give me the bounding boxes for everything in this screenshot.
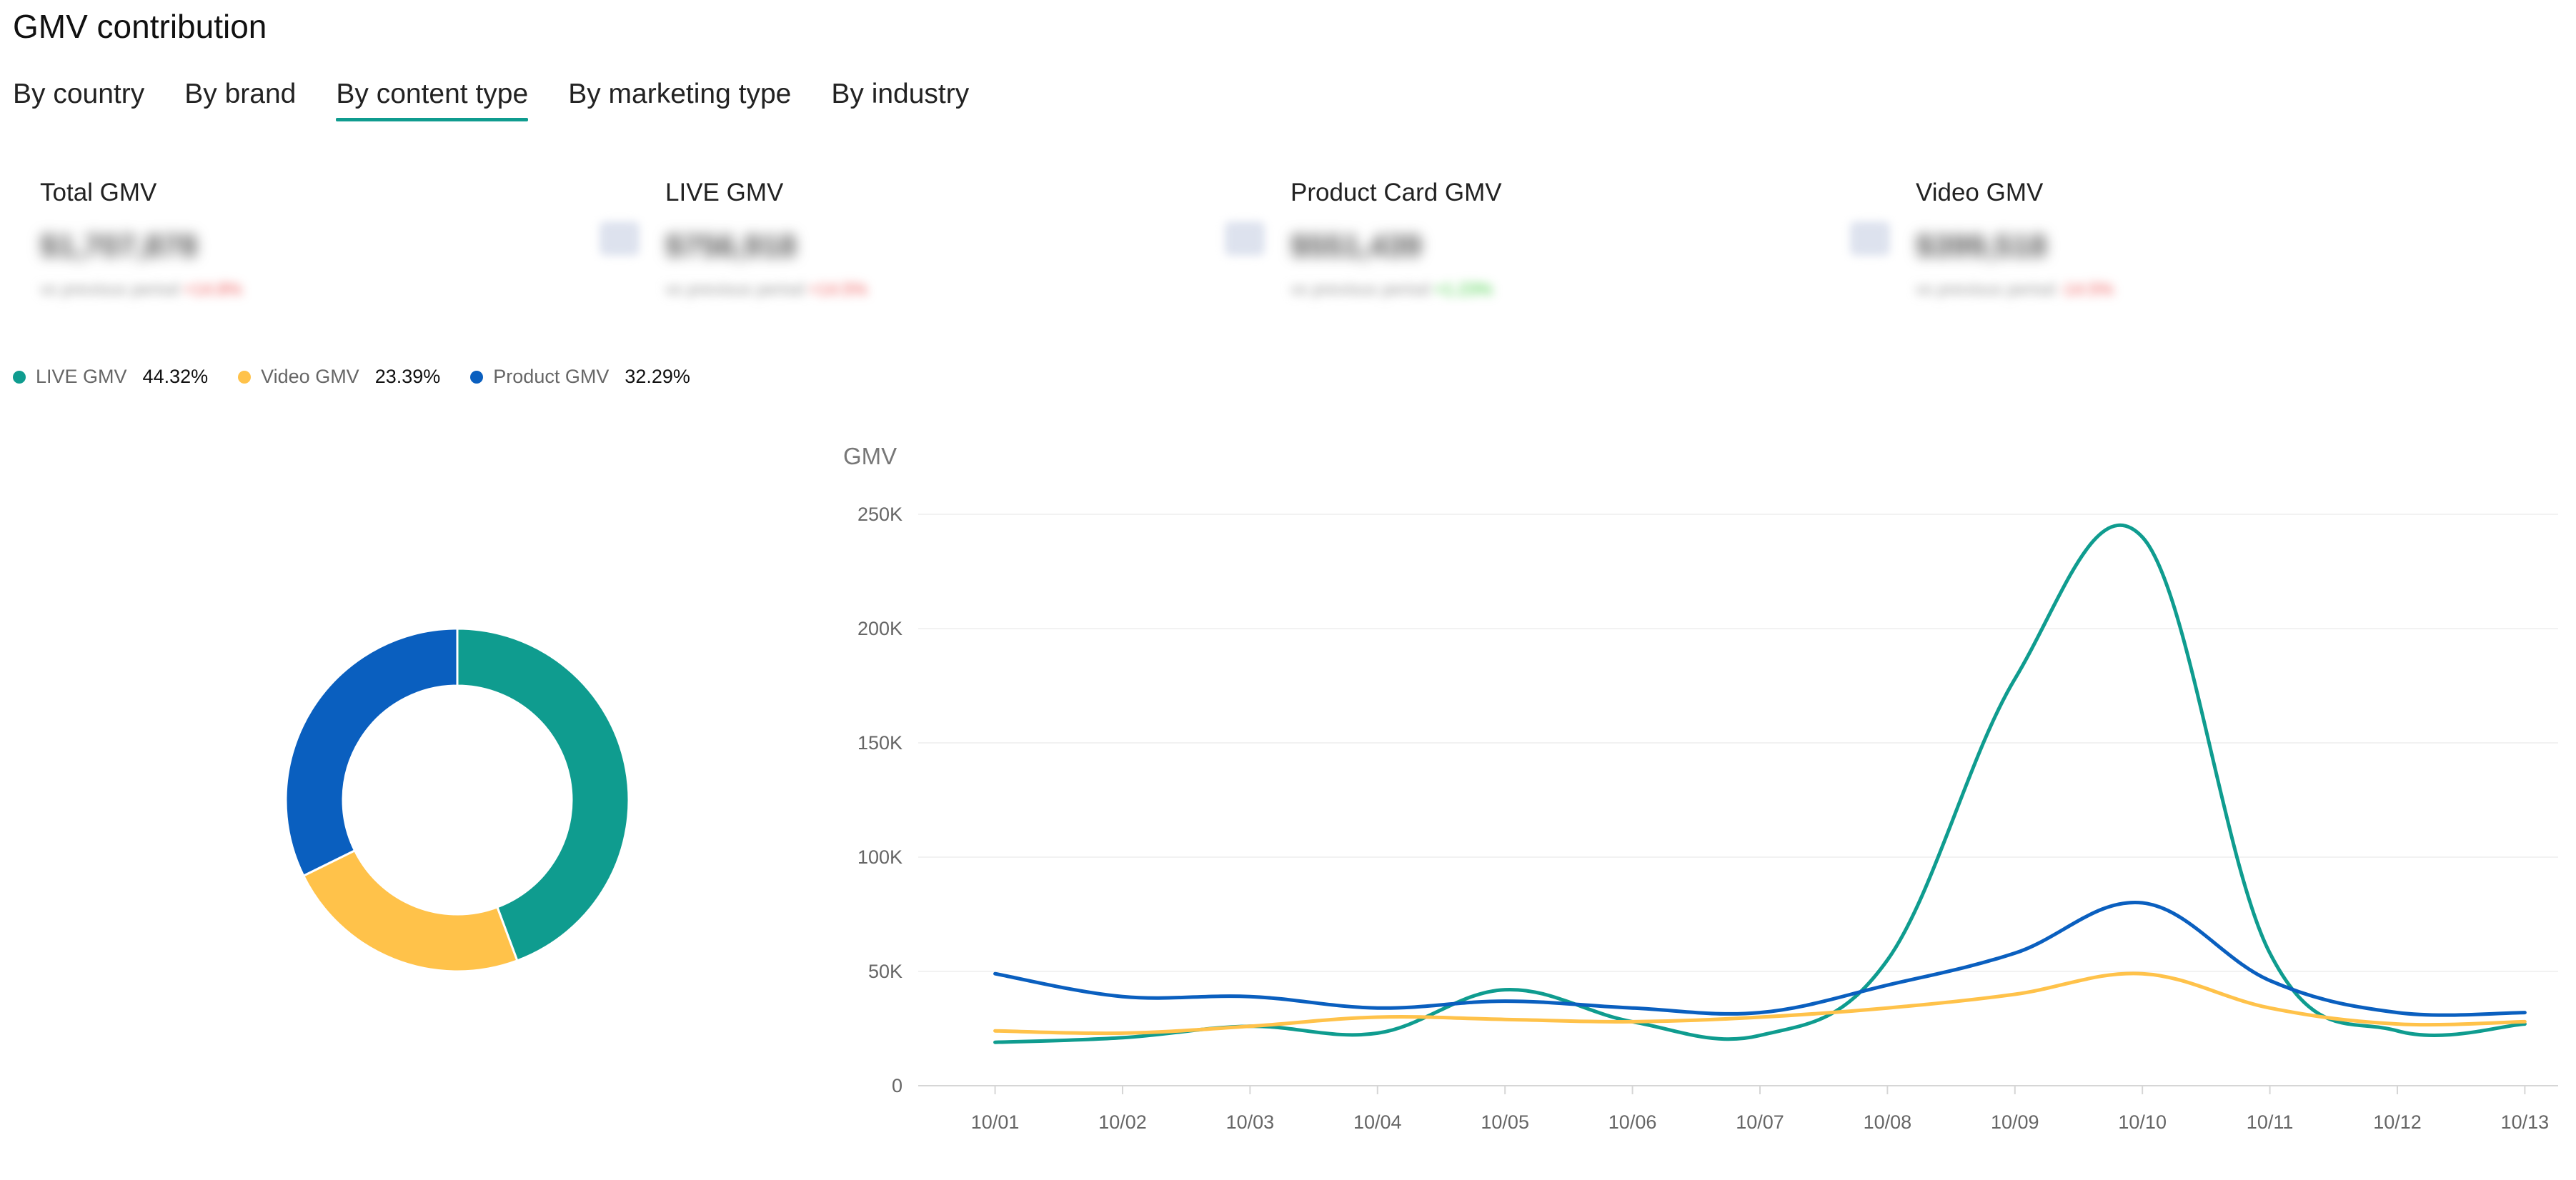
series-line-live[interactable] xyxy=(993,523,2527,1044)
kpi-comparison-label: vs previous period xyxy=(40,280,179,299)
legend-percent: 32.29% xyxy=(625,366,690,387)
kpi-row: Total GMV $1,707,878 vs previous period +… xyxy=(40,179,2541,300)
y-tick-label: 200K xyxy=(857,618,902,639)
kpi-value: $399,518 xyxy=(1916,229,2047,264)
gmv-line-chart: GMV 0 50K 100K 150K 200K 250K 10/01 10/02 10/03 10… xyxy=(843,443,2558,1133)
legend-item-video-gmv[interactable]: Video GMV 23.39% xyxy=(238,366,440,388)
kpi-delta: +14.8% xyxy=(183,280,242,299)
kpi-delta: +1.23% xyxy=(1433,280,1493,299)
legend-name: Video GMV xyxy=(261,366,359,387)
kpi-label: LIVE GMV xyxy=(665,179,784,206)
y-tick-label: 100K xyxy=(857,846,902,868)
x-tick-label: 10/10 xyxy=(2118,1111,2167,1133)
kpi-comparison: vs previous period +14.8% xyxy=(40,280,665,300)
page-title: GMV contribution xyxy=(13,8,267,45)
donut-slice-live-gmv[interactable] xyxy=(456,627,630,962)
donut-chart xyxy=(284,627,630,973)
legend-percent: 23.39% xyxy=(374,366,441,387)
legend-dot-icon xyxy=(470,370,484,384)
x-tick-label: 10/11 xyxy=(2247,1111,2294,1133)
kpi-delta: -14.5% xyxy=(2059,280,2114,299)
y-tick-label: 150K xyxy=(857,732,902,754)
kpi-value: $756,918 xyxy=(665,229,797,264)
kpi-comparison-label: vs previous period xyxy=(1916,280,2055,299)
kpi-comparison-label: vs previous period xyxy=(1291,280,1430,299)
y-tick-label: 0 xyxy=(892,1075,902,1096)
series-line-video[interactable] xyxy=(993,971,2527,1036)
x-tick-label: 10/08 xyxy=(1864,1111,1912,1133)
tab-by-country[interactable]: By country xyxy=(13,79,145,109)
kpi-comparison-label: vs previous period xyxy=(665,280,805,299)
tab-by-marketing-type[interactable]: By marketing type xyxy=(568,79,792,109)
kpi-delta: +14.5% xyxy=(808,280,867,299)
x-tick-label: 10/06 xyxy=(1608,1111,1657,1133)
legend-name: LIVE GMV xyxy=(36,366,127,387)
kpi-product-card-gmv: Product Card GMV $551,439 vs previous pe… xyxy=(1225,179,1916,300)
series-line-product[interactable] xyxy=(993,900,2527,1017)
x-tick-label: 10/04 xyxy=(1353,1111,1402,1133)
kpi-live-gmv: LIVE GMV $756,918 vs previous period +14.… xyxy=(600,179,1291,300)
plus-icon xyxy=(1225,221,1265,256)
kpi-value: $1,707,878 xyxy=(40,229,198,264)
tab-by-industry[interactable]: By industry xyxy=(831,79,970,109)
legend-name: Product GMV xyxy=(493,366,610,387)
x-tick-label: 10/13 xyxy=(2501,1111,2550,1133)
legend-percent: 44.32% xyxy=(142,366,209,387)
x-tick-label: 10/03 xyxy=(1226,1111,1275,1133)
x-tick-label: 10/09 xyxy=(1991,1111,2039,1133)
legend-dot-icon xyxy=(238,370,252,384)
content-tabs: By country By brand By content type By m… xyxy=(13,79,969,121)
y-tick-label: 50K xyxy=(868,961,902,982)
x-tick-label: 10/12 xyxy=(2373,1111,2422,1133)
donut-slice-product-gmv[interactable] xyxy=(284,627,459,878)
kpi-value: $551,439 xyxy=(1291,229,1422,264)
plus-icon xyxy=(1850,221,1890,256)
donut-slice-video-gmv[interactable] xyxy=(302,849,519,973)
separator-icon xyxy=(600,221,640,256)
kpi-comparison: vs previous period +1.23% xyxy=(1291,280,1916,300)
kpi-video-gmv: Video GMV $399,518 vs previous period -14… xyxy=(1850,179,2541,300)
kpi-comparison: vs previous period +14.5% xyxy=(665,280,1291,300)
x-tick-label: 10/02 xyxy=(1098,1111,1147,1133)
kpi-label: Video GMV xyxy=(1916,179,2044,206)
x-tick-label: 10/01 xyxy=(971,1111,1020,1133)
y-tick-label: 250K xyxy=(857,504,902,525)
x-tick-label: 10/05 xyxy=(1481,1111,1529,1133)
kpi-comparison: vs previous period -14.5% xyxy=(1916,280,2541,300)
kpi-label: Product Card GMV xyxy=(1291,179,1502,206)
y-axis-title: GMV xyxy=(843,443,897,469)
tab-by-content-type[interactable]: By content type xyxy=(336,79,528,121)
legend-item-product-gmv[interactable]: Product GMV 32.29% xyxy=(470,366,690,388)
tab-by-brand[interactable]: By brand xyxy=(184,79,297,109)
legend-item-live-gmv[interactable]: LIVE GMV 44.32% xyxy=(13,366,208,388)
x-tick-label: 10/07 xyxy=(1736,1111,1784,1133)
chart-legend: LIVE GMV 44.32% Video GMV 23.39% Product… xyxy=(13,366,690,388)
kpi-total-gmv: Total GMV $1,707,878 vs previous period +… xyxy=(40,179,665,300)
kpi-label: Total GMV xyxy=(40,179,157,206)
legend-dot-icon xyxy=(13,370,26,384)
